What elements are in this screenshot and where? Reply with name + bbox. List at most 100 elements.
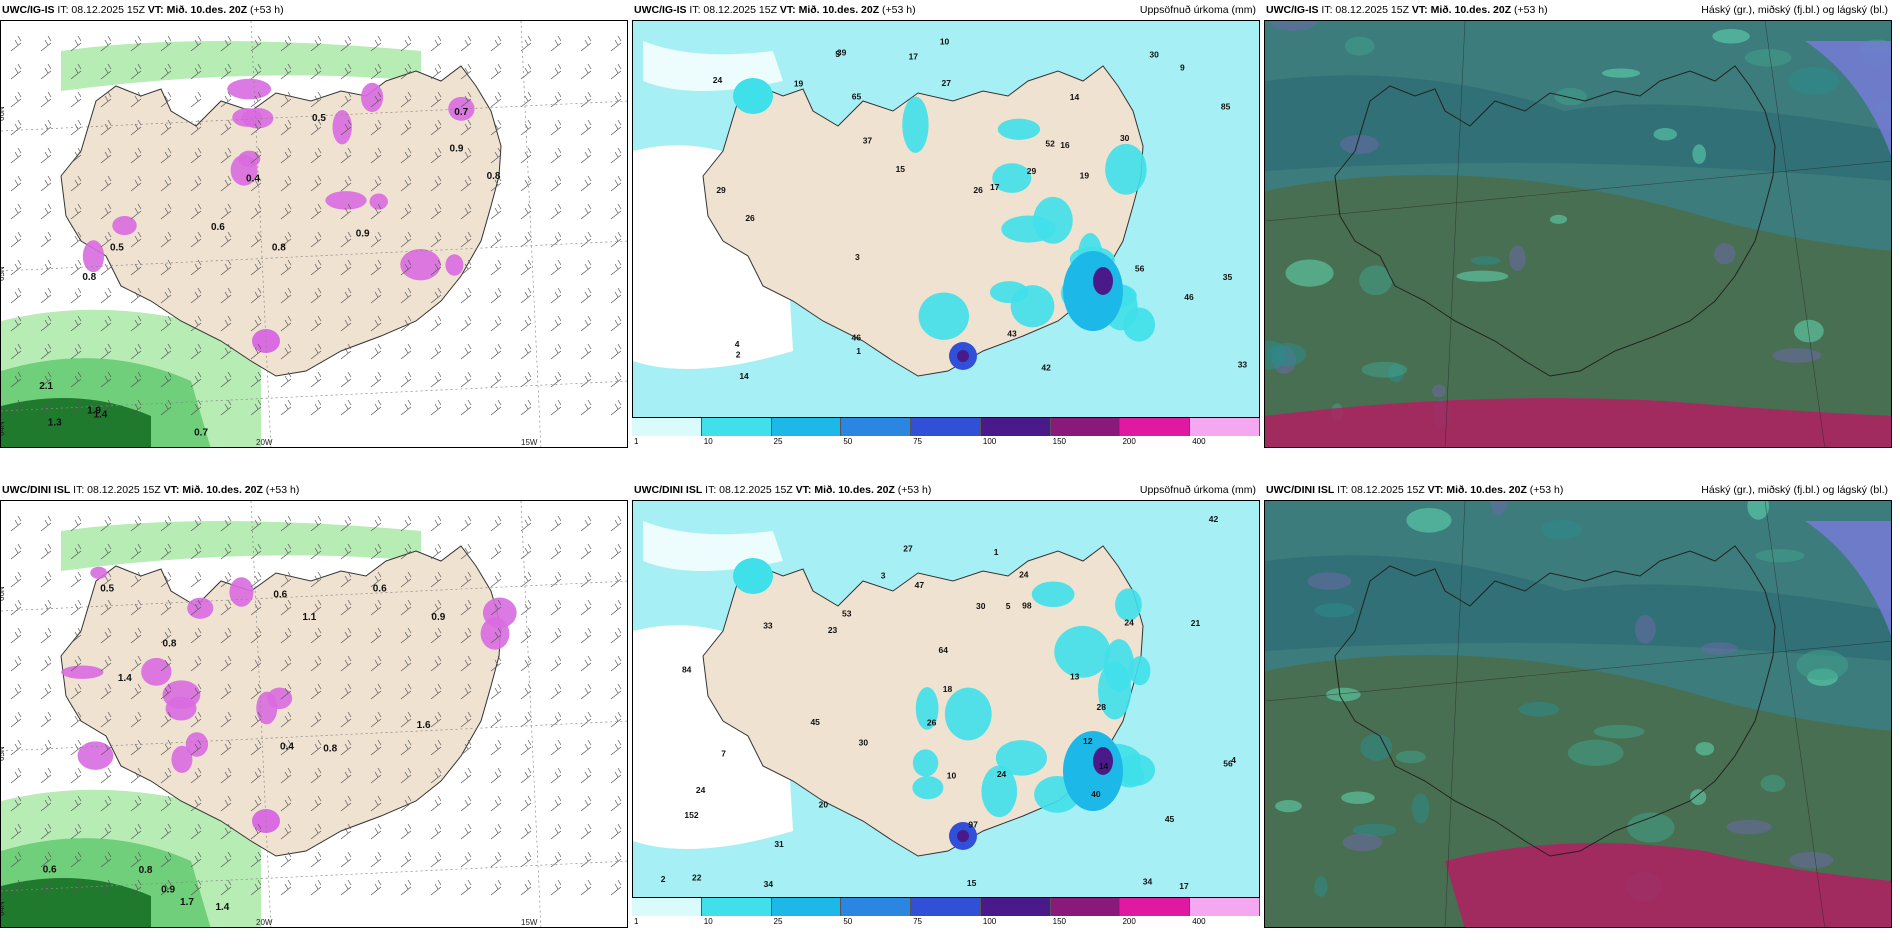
wind-barb [580,543,592,560]
precip-label: 26 [927,718,937,728]
wind-barb [400,399,412,416]
precip-patch [915,687,939,730]
wind-barb [610,343,622,360]
wind-barb [460,851,472,868]
snow-label: 1.9 [87,405,101,416]
wind-barb [400,879,412,896]
colorbar-swatch [980,418,1051,436]
wind-barb [490,35,502,52]
cloud-patch [1275,800,1302,813]
cloud-patch [1395,750,1426,764]
colorbar-tick: 75 [913,917,923,926]
colorbar-tick: 200 [1122,437,1136,446]
wind-barb [340,287,352,304]
wind-barb [340,315,352,332]
wind-barb [520,35,532,52]
wind-barb [400,655,412,672]
precip-colorbar: 1 10 25 50 75 100 150 200 400 [632,418,1260,448]
wind-barb [310,711,322,728]
precip-panel-bottom: UWC/DINI ISL IT: 08.12.2025 15Z VT: Mið.… [632,480,1260,928]
lon-line [520,21,542,447]
cloud-patch [1695,741,1715,756]
wind-barb [580,259,592,276]
wind-barb [130,147,142,164]
wind-barb [550,599,562,616]
wind-barb [130,399,142,416]
wind-barb [40,571,52,588]
cloud-patch [1269,21,1318,32]
wind-barb [10,767,22,784]
wind-barb [370,655,382,672]
wind-barb [160,655,172,672]
precip-label: 46 [1184,292,1194,302]
wind-barb [10,231,22,248]
wind-barb [130,683,142,700]
wind-barb [160,683,172,700]
wind-barb [460,795,472,812]
cloud-patch [1601,68,1641,78]
snow-patch [229,577,254,607]
wind-barb [130,599,142,616]
wind-barb [340,35,352,52]
wind-barb [460,711,472,728]
wind-barb [310,823,322,840]
wind-barb [430,739,442,756]
wind-barb [220,571,232,588]
snow-patch [185,732,209,757]
panel-title: UWC/IG-IS IT: 08.12.2025 15Z VT: Mið. 10… [2,4,284,16]
wind-barb [310,655,322,672]
precip-label: 42 [1209,514,1219,524]
precip-label: 1 [994,547,999,557]
wind-barb [610,627,622,644]
wind-barb [610,91,622,108]
wind-barb [550,879,562,896]
wind-barb [370,287,382,304]
wind-barb [580,515,592,532]
wind-barb [130,371,142,388]
wind-barb [160,287,172,304]
wind-barb [100,739,112,756]
wind-barb [400,287,412,304]
wind-barb [370,91,382,108]
wind-barb [460,203,472,220]
wind-barb [100,175,112,192]
colorbar-tick: 100 [982,917,997,926]
wind-barb [190,627,202,644]
grid-line [1265,160,1891,222]
wind-barb [100,91,112,108]
cloud-patch [1794,319,1824,343]
wind-barb [460,259,472,276]
wind-barb [460,627,472,644]
wind-barb [550,571,562,588]
wind-barb [220,35,232,52]
wind-barb [520,91,532,108]
wind-barb [190,91,202,108]
wind-barb [490,879,502,896]
wind-barb [520,571,532,588]
wind-barb [370,147,382,164]
precip-label: 29 [716,185,726,195]
wind-barb [70,599,82,616]
wind-barb [100,119,112,136]
precip-label: 29 [1027,166,1037,176]
wind-barb [460,343,472,360]
precip-label: 24 [713,75,723,85]
cloud-patch [1796,649,1849,681]
colorbar-swatch [771,898,842,916]
wind-barb [430,683,442,700]
wind-barb [460,739,472,756]
wind-barb [580,147,592,164]
wind-barb [280,371,292,388]
wind-barb [130,739,142,756]
wind-barb [460,399,472,416]
wind-barb [190,63,202,80]
wind-barb [370,203,382,220]
cloud-panel-top: UWC/IG-IS IT: 08.12.2025 15Z VT: Mið. 10… [1264,0,1892,448]
wind-barb [490,767,502,784]
wind-barb [100,767,112,784]
wind-barb [370,795,382,812]
wind-barb [340,795,352,812]
wind-barb [370,739,382,756]
high-cloud [1445,843,1891,927]
wind-barb [430,231,442,248]
